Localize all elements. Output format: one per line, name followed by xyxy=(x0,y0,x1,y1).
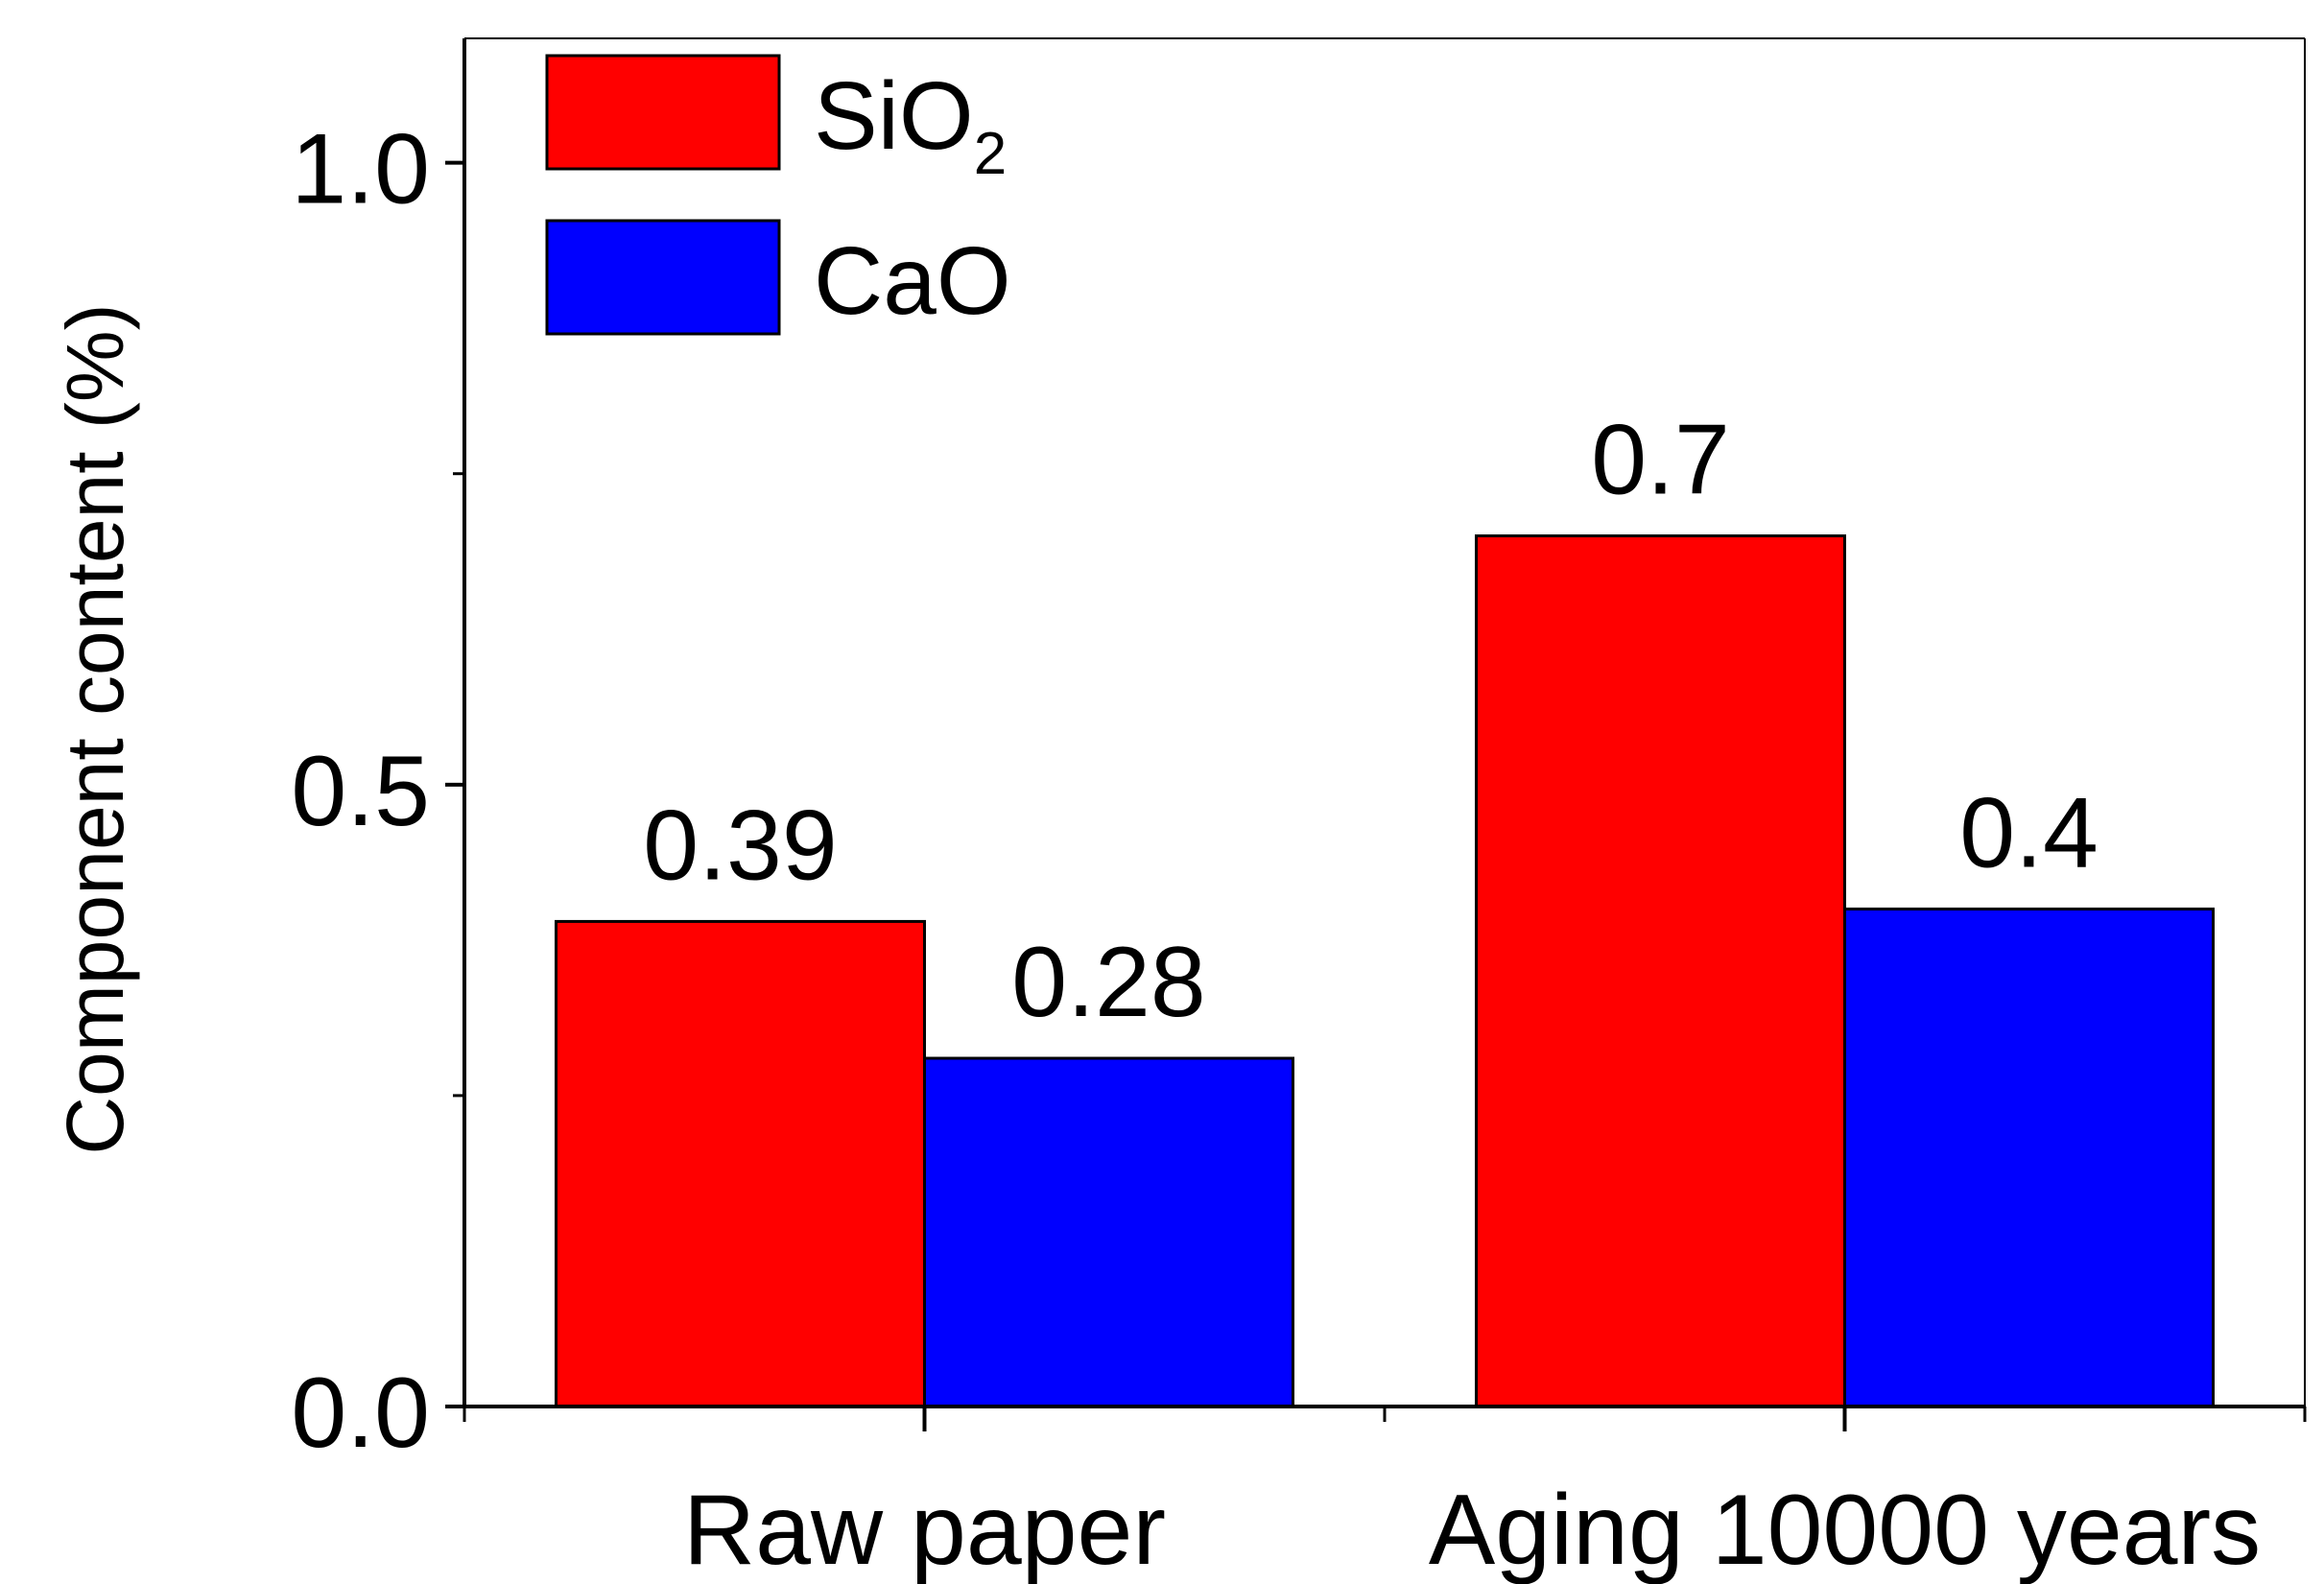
legend-swatch-cao xyxy=(545,219,781,336)
bar-cao-2 xyxy=(1843,907,2215,1408)
bar-sio2-1 xyxy=(555,919,926,1408)
bar-sio2-2 xyxy=(1475,534,1846,1408)
y-tick-label-1: 0.0 xyxy=(291,1358,430,1469)
y-tick-label-3: 1.0 xyxy=(291,114,430,225)
legend-swatch-sio2 xyxy=(545,54,781,171)
bar-label-sio2-1: 0.39 xyxy=(643,790,837,901)
bars-layer xyxy=(555,534,2215,1408)
x-category-label-2: Aging 10000 years xyxy=(1429,1475,2261,1584)
bar-label-sio2-2: 0.7 xyxy=(1591,405,1730,516)
x-category-label-1: Raw paper xyxy=(683,1475,1166,1584)
legend: SiO2 CaO xyxy=(545,54,1011,336)
legend-label-sio2: SiO2 xyxy=(814,62,1007,187)
y-tick-label-2: 0.5 xyxy=(291,736,430,847)
bar-cao-1 xyxy=(923,1056,1294,1408)
bar-label-cao-1: 0.28 xyxy=(1011,927,1205,1038)
y-axis-title: Component content (%) xyxy=(50,303,140,1154)
bar-label-cao-2: 0.4 xyxy=(1959,777,2099,888)
axes-layer xyxy=(445,37,2307,1431)
labels-layer: 0.39 0.28 0.7 0.4 0.0 0.5 1.0 Raw paper Aging 10… xyxy=(291,114,2261,1584)
legend-label-cao: CaO xyxy=(814,227,1011,335)
